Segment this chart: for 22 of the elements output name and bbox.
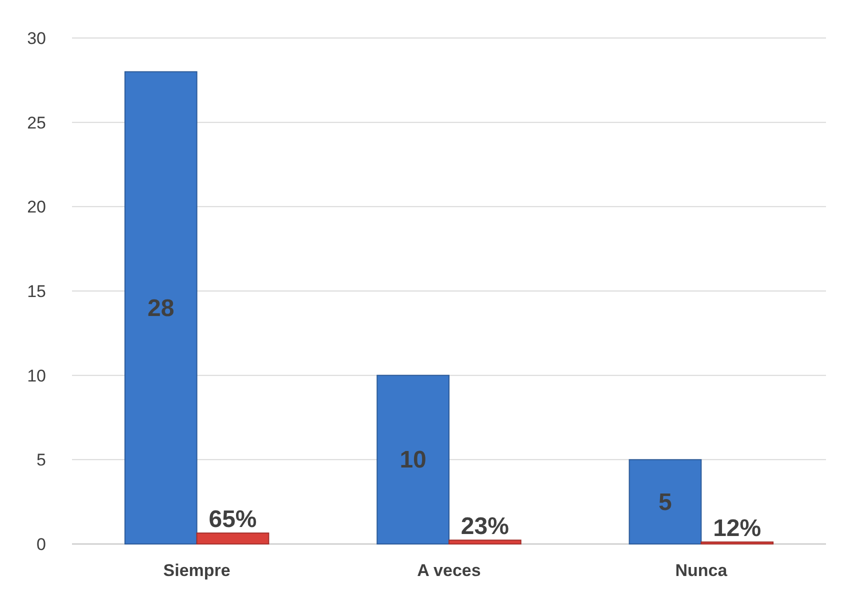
x-tick-label: Siempre — [163, 561, 230, 580]
x-tick-label: A veces — [417, 561, 481, 580]
data-label: 65% — [208, 506, 257, 534]
bar — [700, 541, 774, 544]
bar — [124, 71, 198, 544]
y-tick-label: 20 — [27, 198, 46, 217]
y-tick-label: 5 — [36, 450, 46, 470]
data-label: 10 — [400, 446, 426, 474]
bar — [376, 374, 450, 544]
x-tick-label: Nunca — [675, 561, 728, 580]
data-label: 5 — [658, 488, 672, 516]
y-tick-label: 30 — [27, 29, 46, 48]
bar — [628, 459, 702, 544]
data-label: 28 — [148, 294, 174, 322]
y-tick-label: 25 — [27, 113, 46, 132]
y-tick-label: 0 — [36, 535, 46, 554]
bar — [196, 532, 270, 544]
data-label: 23% — [460, 513, 509, 540]
bar — [448, 540, 522, 544]
y-tick-label: 10 — [27, 366, 46, 386]
y-tick-label: 15 — [27, 282, 46, 301]
data-label: 12% — [713, 514, 762, 542]
